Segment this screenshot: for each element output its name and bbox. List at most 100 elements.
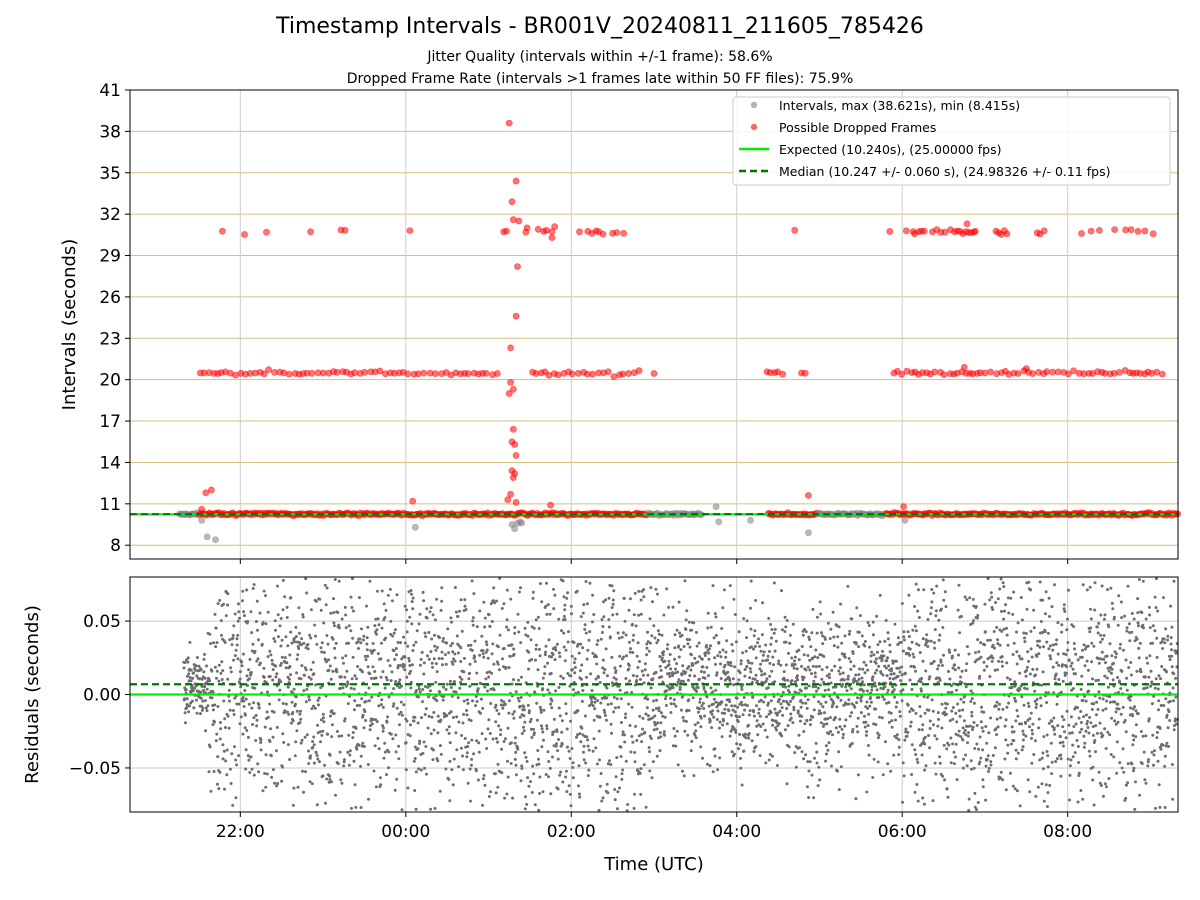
- legend-label-intervals: Intervals, max (38.621s), min (8.415s): [779, 98, 1020, 113]
- residual-point: [674, 667, 677, 671]
- residual-point: [979, 756, 983, 760]
- residual-point: [292, 636, 296, 640]
- residual-point: [877, 733, 881, 737]
- residual-point: [808, 760, 812, 764]
- residual-point: [407, 656, 411, 660]
- residual-point: [535, 718, 539, 722]
- residual-point: [888, 643, 892, 647]
- residual-point: [1134, 723, 1138, 727]
- residual-point: [280, 655, 284, 659]
- residual-point: [728, 700, 732, 704]
- residual-point: [459, 598, 463, 602]
- residual-point: [651, 760, 655, 764]
- residual-point: [424, 635, 428, 639]
- residual-point: [301, 615, 305, 619]
- residual-point: [309, 668, 313, 672]
- legend-item-dropped: Possible Dropped Frames: [750, 120, 936, 135]
- residual-point: [651, 600, 654, 604]
- residual-point: [1011, 653, 1015, 656]
- dropped-frame-point: [1149, 230, 1157, 238]
- residual-point: [322, 651, 326, 654]
- residual-point: [643, 668, 647, 672]
- residual-point: [1031, 667, 1035, 671]
- residual-point: [1161, 743, 1165, 747]
- residual-point: [405, 608, 408, 612]
- residual-point: [1162, 704, 1166, 707]
- residual-point: [914, 582, 918, 586]
- residual-point: [620, 777, 624, 781]
- residual-point: [1103, 782, 1107, 786]
- residual-point: [503, 796, 507, 800]
- residual-point: [1008, 678, 1012, 681]
- residual-point: [658, 731, 662, 735]
- residual-point: [324, 801, 327, 805]
- residual-point: [213, 612, 217, 616]
- residual-point: [817, 700, 821, 704]
- residual-point: [922, 588, 926, 592]
- residual-point: [866, 621, 870, 624]
- residual-point: [1111, 678, 1115, 682]
- residual-point: [759, 698, 763, 702]
- residual-point: [730, 643, 734, 646]
- residual-point: [578, 732, 582, 736]
- residual-point: [279, 680, 283, 684]
- residual-point: [1094, 713, 1098, 717]
- residual-point: [381, 729, 385, 733]
- residual-point: [458, 686, 462, 690]
- residual-point: [1125, 629, 1129, 633]
- residual-point: [986, 577, 990, 581]
- residual-point: [595, 643, 599, 646]
- residual-point: [317, 703, 320, 707]
- residual-point: [1076, 745, 1080, 748]
- residual-point: [540, 600, 544, 604]
- residual-point: [701, 701, 705, 705]
- residual-point: [554, 648, 558, 652]
- residual-point: [739, 659, 743, 663]
- residual-point: [868, 704, 872, 708]
- residual-point: [341, 686, 345, 690]
- residual-point: [718, 756, 722, 760]
- residual-point: [195, 674, 199, 678]
- residual-point: [203, 652, 206, 656]
- residual-point: [1164, 697, 1168, 701]
- residual-point: [526, 703, 530, 707]
- residual-point: [596, 699, 600, 703]
- residual-point: [1014, 699, 1018, 703]
- residual-point: [1028, 790, 1032, 794]
- residual-point: [1089, 607, 1092, 611]
- dropped-frame-point: [1158, 370, 1166, 378]
- residuals-y-ticks: −0.050.000.05: [69, 612, 130, 779]
- residual-point: [1134, 780, 1137, 784]
- residual-point: [436, 731, 440, 735]
- residual-point: [188, 704, 191, 708]
- residual-point: [929, 612, 933, 616]
- residual-point: [183, 697, 186, 701]
- residual-point: [235, 763, 239, 767]
- residual-point: [577, 651, 581, 655]
- residual-point: [893, 695, 897, 699]
- residual-point: [563, 603, 567, 607]
- residual-point: [1091, 733, 1095, 737]
- residual-point: [232, 624, 236, 628]
- residual-point: [812, 796, 816, 800]
- residual-point: [216, 602, 220, 606]
- residual-point: [413, 789, 417, 792]
- residual-point: [491, 737, 495, 741]
- residual-point: [709, 625, 713, 629]
- residual-point: [786, 678, 790, 682]
- residual-point: [788, 690, 791, 694]
- residual-point: [1058, 741, 1062, 745]
- residual-point: [474, 704, 477, 708]
- residual-point: [1061, 740, 1065, 744]
- residual-point: [294, 635, 298, 638]
- residual-point: [360, 627, 363, 631]
- residual-point: [984, 798, 988, 802]
- residual-point: [689, 668, 693, 672]
- residual-point: [1087, 731, 1091, 735]
- residual-point: [385, 720, 389, 724]
- residual-point: [310, 782, 314, 786]
- residual-point: [370, 676, 373, 680]
- residual-point: [327, 668, 331, 672]
- residual-point: [1120, 669, 1124, 673]
- residual-point: [646, 630, 649, 634]
